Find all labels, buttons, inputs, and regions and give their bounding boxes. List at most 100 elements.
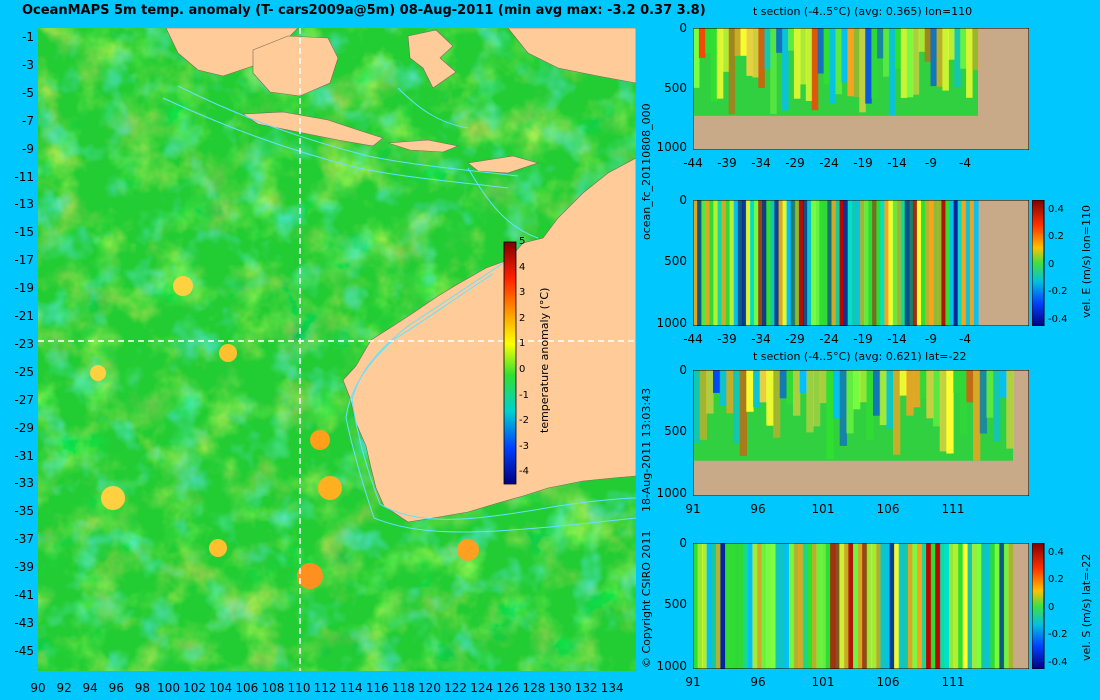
section-x-tick-label: -14 (887, 156, 907, 170)
depth-tick-label: 500 (664, 597, 687, 612)
lat-tick-label: -19 (14, 281, 34, 296)
depth-tick-label: 1000 (656, 315, 687, 330)
depth-tick-label: 500 (664, 424, 687, 439)
lat-tick-label: -7 (22, 113, 34, 128)
velocity-colorbar-tick: -0.4 (1048, 656, 1068, 668)
lon-tick-label: 96 (108, 681, 124, 695)
section-x-tick-label: -29 (785, 332, 805, 346)
section-x-tick-label: 101 (811, 675, 835, 689)
section-x-tick-label: -29 (785, 156, 805, 170)
section-x-tick-label: -34 (751, 156, 771, 170)
section-panel-2[interactable] (693, 200, 1029, 326)
lat-tick-label: -1 (22, 30, 34, 44)
lon-tick-label: 130 (548, 681, 572, 695)
section-panel-title: t section (-4..5°C) (avg: 0.621) lat=-22 (753, 350, 967, 363)
lat-tick-label: -39 (14, 560, 34, 575)
lon-tick-label: 112 (313, 681, 337, 695)
lat-tick-label: -15 (14, 225, 34, 240)
land-sulawesi (407, 29, 457, 89)
depth-tick-label: 0 (679, 193, 687, 207)
map-colorbar-label: temperature anomaly (°C) (538, 287, 551, 433)
bathymetry-contours (162, 85, 636, 533)
lat-tick-label: -11 (14, 169, 34, 184)
lon-tick-label: 104 (209, 681, 233, 695)
lon-tick-label: 134 (600, 681, 624, 695)
lon-tick-label: 106 (235, 681, 259, 695)
section-x-tick-label: -9 (925, 332, 937, 346)
map-colorbar-tick: 0 (519, 364, 526, 375)
lon-tick-label: 90 (30, 681, 46, 695)
section-x-tick-label: 106 (876, 675, 900, 689)
copyright-text: © Copyright CSIRO 2011 (640, 530, 653, 668)
section-x-tick-label: -44 (683, 156, 703, 170)
land-australia (342, 157, 636, 523)
section-x-tick-label: -24 (819, 156, 839, 170)
depth-tick-label: 500 (664, 254, 687, 269)
section-x-tick-label: -14 (887, 332, 907, 346)
section-x-tick-label: -39 (717, 156, 737, 170)
section-x-tick-label: 91 (685, 502, 701, 516)
depth-tick-label: 0 (679, 21, 687, 35)
land-new-guinea (507, 28, 636, 84)
lon-tick-label: 110 (287, 681, 311, 695)
section-x-tick-label: 111 (941, 675, 965, 689)
section-x-tick-label: -4 (959, 332, 971, 346)
depth-tick-label: 1000 (656, 485, 687, 500)
depth-tick-label: 500 (664, 80, 687, 95)
lat-tick-label: -43 (14, 615, 34, 630)
lon-tick-label: 92 (56, 681, 72, 695)
velocity-colorbar-tick: 0 (1048, 258, 1055, 270)
map-colorbar-tick: 2 (519, 312, 526, 324)
section-panel-title: t section (-4..5°C) (avg: 0.365) lon=110 (753, 5, 973, 18)
land-nusa (387, 139, 460, 153)
lat-tick-label: -23 (14, 336, 34, 351)
page-title: OceanMAPS 5m temp. anomaly (T- cars2009a… (22, 3, 706, 18)
lon-tick-label: 94 (82, 681, 98, 695)
lat-tick-label: -3 (22, 57, 34, 72)
depth-tick-label: 1000 (656, 658, 687, 673)
lat-tick-label: -21 (14, 309, 34, 323)
map-colorbar-tick: -4 (519, 466, 529, 478)
lon-tick-label: 118 (391, 681, 415, 695)
velocity-colorbar-tick: 0.2 (1048, 574, 1064, 586)
velocity-colorbar-tick: 0 (1048, 601, 1055, 613)
map-colorbar-tick: 1 (519, 338, 526, 350)
section-x-tick-label: -19 (853, 156, 873, 170)
lat-tick-label: -17 (14, 253, 34, 268)
velocity-colorbar (1032, 200, 1045, 326)
section-x-tick-label: -44 (683, 332, 703, 346)
lat-tick-label: -27 (14, 392, 34, 407)
map-colorbar-tick: 4 (519, 261, 526, 273)
temperature-anomaly-map[interactable]: 5 4 3 2 1 0 -1 -2 -3 -4 temperature anomaly (°C) (38, 28, 636, 671)
lat-tick-label: -13 (14, 197, 34, 212)
map-colorbar-tick: -1 (519, 389, 529, 401)
section-panel-1[interactable] (693, 28, 1029, 150)
lon-tick-label: 116 (365, 681, 389, 695)
section-x-tick-label: 101 (811, 502, 835, 516)
lon-tick-label: 114 (339, 681, 363, 695)
velocity-colorbar-label: vel. E (m/s) lon=110 (1080, 205, 1093, 318)
depth-tick-label: 1000 (656, 140, 687, 155)
map-colorbar-tick: -3 (519, 440, 529, 452)
generated-timestamp: 18-Aug-2011 13:03:43 (640, 387, 653, 512)
lat-tick-label: -5 (22, 85, 34, 100)
velocity-colorbar-tick: 0.2 (1048, 231, 1064, 243)
velocity-colorbar-tick: -0.4 (1048, 313, 1068, 325)
section-x-tick-label: -39 (717, 332, 737, 346)
velocity-colorbar-tick: -0.2 (1048, 286, 1068, 298)
depth-tick-label: 0 (679, 363, 687, 377)
lat-tick-label: -9 (22, 141, 34, 156)
lon-tick-label: 124 (470, 681, 494, 695)
lon-tick-label: 108 (261, 681, 285, 695)
velocity-colorbar-tick: 0.4 (1048, 547, 1064, 558)
velocity-colorbar (1032, 543, 1045, 669)
lat-tick-label: -37 (14, 532, 34, 547)
lat-tick-label: -29 (14, 420, 34, 435)
map-colorbar-tick: 3 (519, 287, 526, 299)
map-colorbar-tick: -2 (519, 415, 529, 427)
lon-tick-label: 100 (157, 681, 180, 695)
section-panel-4[interactable] (693, 543, 1029, 669)
section-x-tick-label: 111 (941, 502, 965, 516)
section-panel-3[interactable] (693, 370, 1029, 496)
land-masses (165, 28, 636, 523)
